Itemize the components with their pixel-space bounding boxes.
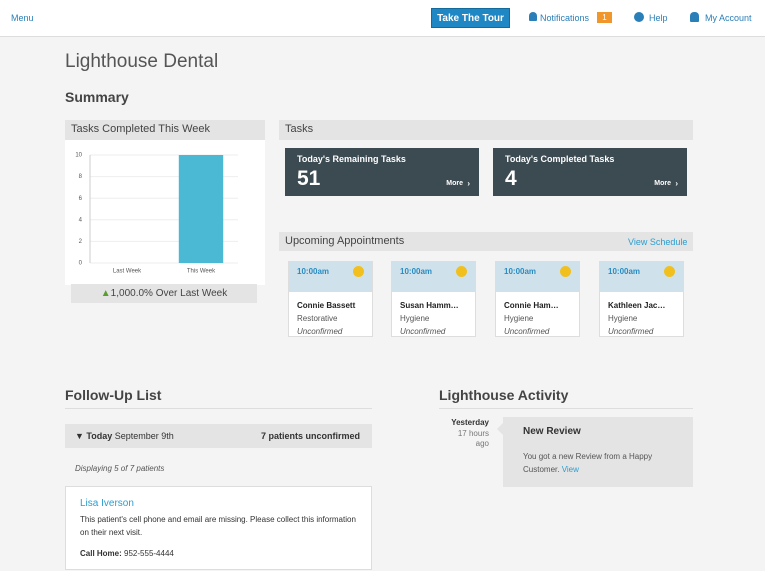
help-link[interactable]: Help bbox=[649, 13, 668, 23]
activity-when: Yesterday bbox=[451, 418, 489, 427]
task-card: Today's Completed Tasks 4 More › bbox=[493, 148, 687, 196]
y-tick-label: 10 bbox=[75, 153, 82, 159]
bell-icon bbox=[529, 12, 537, 21]
appointment-time-bar: 10:00am bbox=[496, 262, 579, 292]
date: September 9th bbox=[114, 431, 174, 441]
x-tick-label: This Week bbox=[187, 269, 216, 275]
patient-name: Susan Hamm… bbox=[400, 301, 459, 310]
notification-badge: 1 bbox=[597, 12, 612, 23]
appointment-time: 10:00am bbox=[297, 267, 330, 276]
warning-icon bbox=[353, 266, 364, 277]
account-link[interactable]: My Account bbox=[705, 13, 752, 23]
patient-card: Lisa Iverson This patient's cell phone a… bbox=[65, 486, 372, 570]
appointment-status: Unconfirmed bbox=[297, 327, 343, 336]
y-tick-label: 4 bbox=[79, 217, 83, 223]
callout-arrow bbox=[497, 422, 504, 436]
warning-icon bbox=[456, 266, 467, 277]
appointment-time-bar: 10:00am bbox=[392, 262, 475, 292]
patient-name: Connie Bassett bbox=[297, 301, 356, 310]
phone-label: Call Home: bbox=[80, 549, 122, 558]
chart-area bbox=[65, 140, 265, 285]
appointment-type: Hygiene bbox=[608, 314, 638, 323]
task-card: Today's Remaining Tasks 51 More › bbox=[285, 148, 479, 196]
appointment-type: Restorative bbox=[297, 314, 338, 323]
task-label: Today's Remaining Tasks bbox=[297, 154, 406, 164]
warning-icon bbox=[560, 266, 571, 277]
section-title: Summary bbox=[65, 89, 129, 105]
bar bbox=[178, 155, 224, 263]
appointment-card[interactable]: 10:00am Connie Bassett Restorative Unconfir… bbox=[288, 261, 373, 337]
task-label: Today's Completed Tasks bbox=[505, 154, 615, 164]
divider bbox=[65, 408, 372, 409]
chart-footnote-box: ▲1,000.0% Over Last Week bbox=[71, 284, 257, 303]
task-count: 4 bbox=[505, 167, 517, 190]
activity-ago: 17 hours ago bbox=[457, 429, 489, 448]
more-link[interactable]: More bbox=[446, 180, 463, 187]
phone: 952-555-4444 bbox=[124, 549, 174, 558]
unconfirmed-count: 7 patients unconfirmed bbox=[260, 431, 360, 441]
more-arrow: › bbox=[675, 179, 678, 188]
day: Today bbox=[86, 431, 113, 441]
appointment-time-bar: 10:00am bbox=[289, 262, 372, 292]
warning-icon bbox=[664, 266, 675, 277]
activity-title: Lighthouse Activity bbox=[439, 387, 569, 403]
page-title: Lighthouse Dental bbox=[65, 51, 219, 72]
patient-name[interactable]: Lisa Iverson bbox=[80, 498, 134, 509]
menu-link[interactable]: Menu bbox=[11, 13, 34, 23]
activity-card: New Review You got a new Review from a H… bbox=[503, 417, 693, 487]
tour-button[interactable]: Take The Tour bbox=[431, 8, 510, 28]
appointment-status: Unconfirmed bbox=[504, 327, 550, 336]
patient-name: Connie Ham… bbox=[504, 301, 559, 310]
appointment-card[interactable]: 10:00am Connie Ham… Hygiene Unconfirmed bbox=[495, 261, 580, 337]
appointment-time: 10:00am bbox=[608, 267, 641, 276]
displaying: Displaying 5 of 7 patients bbox=[75, 464, 165, 473]
appointments-header: Upcoming Appointments bbox=[279, 232, 693, 251]
view-schedule-link[interactable]: View Schedule bbox=[628, 237, 688, 247]
appointment-time-bar: 10:00am bbox=[600, 262, 683, 292]
appointment-type: Hygiene bbox=[400, 314, 430, 323]
chart-header: Tasks Completed This Week bbox=[65, 120, 265, 140]
chart-footnote: 1,000.0% Over Last Week bbox=[110, 288, 228, 299]
more-link[interactable]: More bbox=[654, 180, 671, 187]
appointment-time: 10:00am bbox=[400, 267, 433, 276]
follow-up-title: Follow-Up List bbox=[65, 387, 162, 403]
task-count: 51 bbox=[297, 167, 321, 190]
patient-name: Kathleen Jac… bbox=[608, 301, 666, 310]
appointment-time: 10:00am bbox=[504, 267, 537, 276]
more-arrow: › bbox=[467, 179, 470, 188]
appointment-type: Hygiene bbox=[504, 314, 534, 323]
x-tick-label: Last Week bbox=[113, 269, 142, 275]
appointment-status: Unconfirmed bbox=[608, 327, 654, 336]
activity-link[interactable]: View bbox=[561, 465, 579, 474]
activity-heading: New Review bbox=[523, 426, 581, 437]
appointment-card[interactable]: 10:00am Kathleen Jac… Hygiene Unconfirmed bbox=[599, 261, 684, 337]
appointment-card[interactable]: 10:00am Susan Hamm… Hygiene Unconfirmed bbox=[391, 261, 476, 337]
activity-text: You got a new Review from a Happy Custom… bbox=[523, 452, 653, 474]
y-tick-label: 2 bbox=[79, 239, 83, 245]
tasks-header: Tasks bbox=[279, 120, 693, 140]
divider bbox=[439, 408, 693, 409]
y-tick-label: 8 bbox=[79, 174, 83, 180]
appointment-status: Unconfirmed bbox=[400, 327, 446, 336]
y-tick-label: 6 bbox=[79, 196, 83, 202]
notifications-link[interactable]: Notifications bbox=[540, 13, 590, 23]
up-arrow: ▲ bbox=[100, 288, 111, 299]
patient-note: This patient's cell phone and email are … bbox=[80, 515, 356, 537]
y-tick-label: 0 bbox=[79, 261, 83, 267]
help-icon bbox=[634, 12, 644, 22]
chart: 0 2 4 6 8 10 Last Week This Week bbox=[65, 140, 265, 285]
day-bar[interactable]: ▼ Today September 9th 7 patients unconfir… bbox=[65, 424, 372, 448]
account-icon bbox=[690, 12, 699, 22]
